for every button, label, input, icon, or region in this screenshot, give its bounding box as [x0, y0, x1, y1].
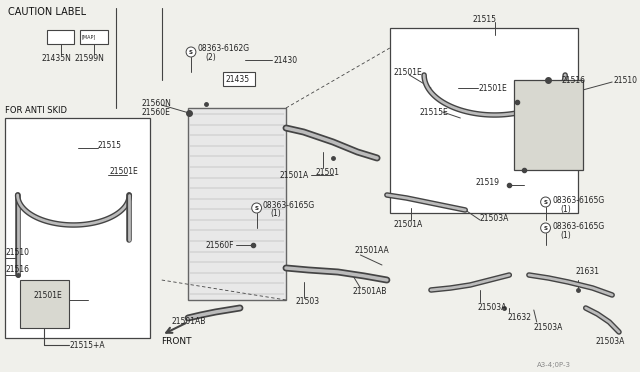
Text: 21501E: 21501E — [34, 292, 63, 301]
Bar — [47, 30, 74, 44]
Bar — [80, 30, 108, 44]
Text: FOR ANTI SKID: FOR ANTI SKID — [5, 106, 67, 115]
Text: S: S — [543, 199, 548, 205]
Text: [MAP]: [MAP] — [81, 35, 95, 39]
Text: 21501A: 21501A — [279, 170, 308, 180]
Text: 21430: 21430 — [273, 55, 298, 64]
Text: CAUTION LABEL: CAUTION LABEL — [8, 7, 86, 17]
Text: 21632: 21632 — [508, 314, 531, 323]
Text: 21515E: 21515E — [419, 108, 448, 116]
Text: 21599N: 21599N — [74, 54, 104, 62]
Text: 21560E: 21560E — [141, 108, 170, 116]
Text: 21501E: 21501E — [394, 67, 422, 77]
Text: 21501: 21501 — [316, 167, 339, 176]
Bar — [20, 280, 68, 328]
Text: 21501A: 21501A — [394, 219, 423, 228]
Text: 21515: 21515 — [472, 15, 496, 23]
Text: 21503: 21503 — [296, 298, 320, 307]
Text: S: S — [543, 225, 548, 231]
Text: 21503A: 21503A — [595, 337, 625, 346]
Text: 21503A: 21503A — [480, 214, 509, 222]
Text: 21501AB: 21501AB — [353, 288, 387, 296]
Text: 21560F: 21560F — [205, 241, 234, 250]
Text: 21519: 21519 — [476, 177, 500, 186]
Text: S: S — [255, 205, 259, 211]
Text: (1): (1) — [270, 208, 281, 218]
Bar — [514, 80, 583, 170]
Text: 21501E: 21501E — [109, 167, 138, 176]
Text: 21501AB: 21501AB — [172, 317, 206, 327]
Text: 21501E: 21501E — [479, 83, 508, 93]
Bar — [390, 28, 578, 213]
Text: 21501AA: 21501AA — [355, 246, 389, 254]
Text: (1): (1) — [560, 231, 571, 240]
Text: 08363-6162G: 08363-6162G — [198, 44, 250, 52]
Text: 21515+A: 21515+A — [70, 340, 105, 350]
Circle shape — [541, 223, 550, 233]
Text: 08363-6165G: 08363-6165G — [552, 196, 605, 205]
Text: (1): (1) — [560, 205, 571, 214]
Text: 21560N: 21560N — [141, 99, 171, 108]
Text: 21515: 21515 — [98, 141, 122, 150]
Text: 21435: 21435 — [225, 74, 250, 83]
Text: 21516: 21516 — [561, 76, 585, 84]
Text: 21503A: 21503A — [478, 304, 508, 312]
Text: (2): (2) — [205, 52, 216, 61]
Text: 08363-6165G: 08363-6165G — [262, 201, 315, 209]
Circle shape — [252, 203, 262, 213]
Text: 21631: 21631 — [576, 267, 600, 276]
Text: 08363-6165G: 08363-6165G — [552, 221, 605, 231]
Bar — [188, 108, 286, 300]
Text: S: S — [189, 49, 193, 55]
Text: 21516: 21516 — [6, 264, 30, 273]
Bar — [5, 118, 150, 338]
Text: 21510: 21510 — [6, 247, 30, 257]
Circle shape — [541, 197, 550, 207]
Text: 21503A: 21503A — [534, 324, 563, 333]
Text: 21435N: 21435N — [41, 54, 71, 62]
Circle shape — [186, 47, 196, 57]
Text: 21510: 21510 — [613, 76, 637, 84]
Text: FRONT: FRONT — [162, 337, 192, 346]
Bar — [223, 72, 255, 86]
Text: A3-4;0P-3: A3-4;0P-3 — [537, 362, 571, 368]
